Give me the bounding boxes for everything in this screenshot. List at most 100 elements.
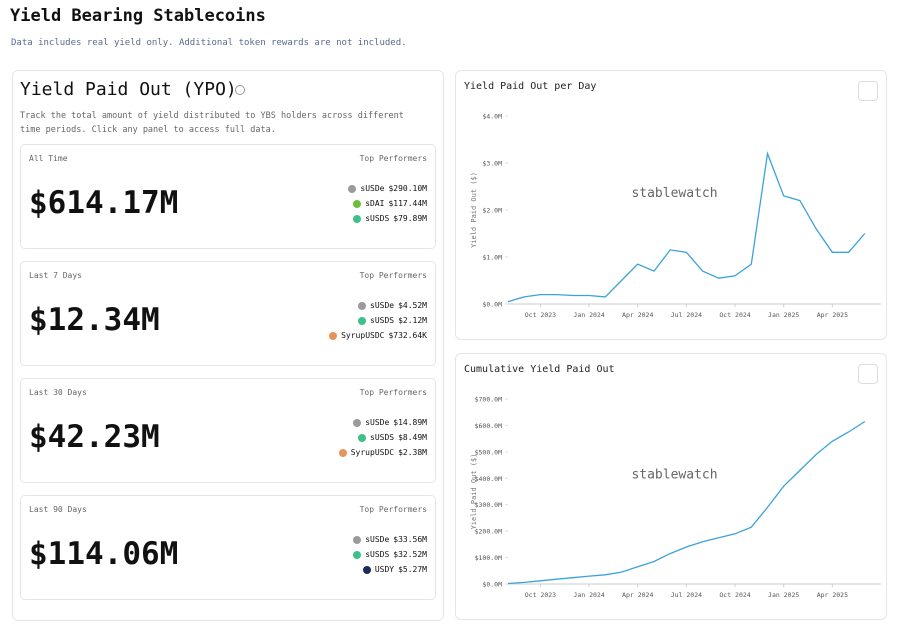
info-icon[interactable] (235, 85, 245, 95)
token-name: sUSDS (365, 550, 390, 559)
page-subtitle: Data includes real yield only. Additiona… (11, 38, 407, 48)
x-tick-label: Jan 2024 (573, 591, 604, 599)
token-icon (353, 199, 362, 208)
export-button[interactable] (858, 81, 878, 101)
period-card[interactable]: Last 7 Days $12.34M Top Performers sUSDe $4.… (20, 261, 436, 366)
token-name: sUSDS (370, 433, 395, 442)
token-icon (353, 550, 362, 559)
token-icon (348, 184, 357, 193)
chart-panel: Yield Paid Out per Day Yield Paid Out ($)… (455, 70, 887, 340)
performers-label: Top Performers (359, 505, 427, 514)
token-icon (358, 301, 366, 310)
performer-row: sUSDS $2.12M (329, 313, 427, 328)
period-label: Last 90 Days (29, 505, 87, 514)
performers-label: Top Performers (359, 271, 427, 280)
y-tick-label: $700.0M (475, 396, 502, 404)
export-button[interactable] (858, 364, 878, 384)
token-name: SyrupUSDC (350, 448, 395, 457)
x-tick-label: Jan 2025 (768, 591, 799, 599)
token-value: $732.64K (388, 331, 427, 340)
performer-row: sUSDe $4.52M (329, 298, 427, 313)
performers-list: sUSDe $4.52M sUSDS $2.12M SyrupUSDC $732.64K (329, 298, 427, 343)
period-label: Last 30 Days (29, 388, 87, 397)
token-name: SyrupUSDC (341, 331, 385, 340)
x-tick-label: Jul 2024 (671, 591, 702, 599)
x-tick-label: Apr 2024 (622, 311, 653, 319)
chart-title: Cumulative Yield Paid Out (464, 364, 615, 375)
performers-list: sUSDe $290.10M sDAI $117.44M sUSDS $79.89M (348, 181, 427, 226)
token-value: $79.89M (393, 214, 427, 223)
y-tick-label: $0.0M (482, 301, 502, 309)
chart-panel: Cumulative Yield Paid Out Yield Paid Out … (455, 353, 887, 620)
data-line (507, 420, 866, 585)
token-value: $32.52M (393, 550, 427, 559)
token-value: $14.89M (393, 418, 427, 427)
performers-label: Top Performers (359, 154, 427, 163)
y-axis-label: Yield Paid Out ($) (470, 172, 478, 248)
watermark: stablewatch (631, 468, 717, 483)
performers-list: sUSDe $33.56M sUSDS $32.52M USDY $5.27M (353, 532, 427, 577)
token-name: sUSDe (370, 301, 395, 310)
token-value: $290.10M (388, 184, 427, 193)
y-tick-label: $400.0M (475, 475, 502, 483)
performer-row: sUSDe $33.56M (353, 532, 427, 547)
token-value: $33.56M (393, 535, 427, 544)
y-tick-label: $2.0M (482, 207, 502, 215)
x-tick-label: Apr 2025 (817, 591, 848, 599)
y-tick-label: $100.0M (475, 554, 502, 562)
period-card[interactable]: Last 90 Days $114.06M Top Performers sUSDe $… (20, 495, 436, 600)
performer-row: sUSDe $14.89M (339, 415, 427, 430)
performer-row: sUSDe $290.10M (348, 181, 427, 196)
x-tick-label: Oct 2024 (719, 311, 750, 319)
performers-label: Top Performers (359, 388, 427, 397)
performer-row: sUSDS $8.49M (339, 430, 427, 445)
period-label: All Time (29, 154, 68, 163)
token-icon (353, 418, 362, 427)
y-tick-label: $300.0M (475, 501, 502, 509)
total-value: $614.17M (29, 185, 179, 221)
token-value: $2.38M (398, 448, 427, 457)
token-value: $5.27M (398, 565, 427, 574)
page-title: Yield Bearing Stablecoins (10, 6, 266, 26)
x-tick-label: Jul 2024 (671, 311, 702, 319)
performers-list: sUSDe $14.89M sUSDS $8.49M SyrupUSDC $2.38M (338, 415, 427, 460)
period-card[interactable]: Last 30 Days $42.23M Top Performers sUSDe $1… (20, 378, 436, 483)
chart: Yield Paid Out per Day Yield Paid Out ($)… (464, 81, 881, 319)
token-name: sUSDS (370, 316, 395, 325)
ypo-panel: Yield Paid Out (YPO) Track the total amo… (12, 70, 444, 621)
x-tick-label: Apr 2024 (622, 591, 653, 599)
token-value: $2.12M (398, 316, 427, 325)
token-value: $8.49M (398, 433, 427, 442)
x-tick-label: Oct 2023 (525, 591, 556, 599)
token-name: sUSDS (365, 214, 390, 223)
token-value: $4.52M (398, 301, 427, 310)
total-value: $42.23M (29, 419, 160, 455)
data-line (507, 151, 866, 303)
total-value: $114.06M (29, 536, 179, 572)
token-icon (353, 535, 362, 544)
token-name: USDY (374, 565, 395, 574)
performer-row: sUSDS $79.89M (348, 211, 427, 226)
total-value: $12.34M (29, 302, 160, 338)
x-tick-label: Jan 2025 (768, 311, 799, 319)
y-tick-label: $200.0M (475, 528, 502, 536)
y-tick-label: $0.0M (482, 581, 502, 589)
token-name: sUSDe (360, 184, 385, 193)
token-icon (362, 565, 371, 574)
token-icon (338, 448, 347, 457)
token-value: $117.44M (388, 199, 427, 208)
performer-row: sDAI $117.44M (348, 196, 427, 211)
performer-row: sUSDS $32.52M (353, 547, 427, 562)
token-name: sDAI (365, 199, 385, 208)
panel-description: Track the total amount of yield distribu… (20, 111, 404, 135)
token-icon (353, 214, 362, 223)
y-tick-label: $600.0M (475, 422, 502, 430)
token-name: sUSDe (365, 535, 390, 544)
y-tick-label: $3.0M (482, 160, 502, 168)
period-card[interactable]: All Time $614.17M Top Performers sUSDe $290.… (20, 144, 436, 249)
token-name: sUSDe (365, 418, 390, 427)
token-icon (329, 331, 338, 340)
performer-row: USDY $5.27M (353, 562, 427, 577)
x-tick-label: Jan 2024 (573, 311, 604, 319)
